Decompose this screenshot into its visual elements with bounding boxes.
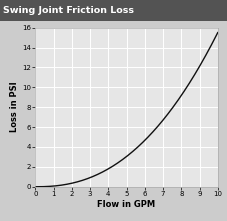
Text: Swing Joint Friction Loss: Swing Joint Friction Loss	[3, 6, 133, 15]
X-axis label: Flow in GPM: Flow in GPM	[97, 200, 155, 209]
Y-axis label: Loss in PSI: Loss in PSI	[10, 82, 19, 133]
